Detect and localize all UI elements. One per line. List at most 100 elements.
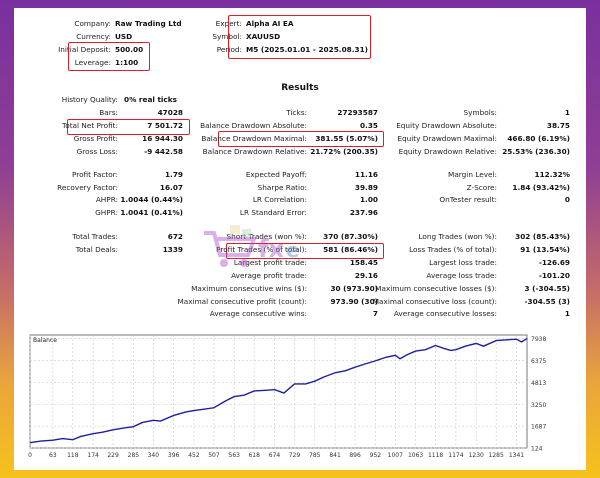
stat-label: OnTester result: — [439, 195, 497, 204]
stat-value: 0 — [564, 195, 570, 204]
x-tick-label: 1118 — [428, 452, 443, 459]
stat-label: Average profit trade: — [231, 271, 307, 280]
stat-value: 21.72% (200.35) — [310, 147, 378, 156]
stat-label: Ticks: — [286, 108, 307, 117]
stat-label: Symbols: — [463, 108, 497, 117]
x-tick-label: 674 — [269, 452, 281, 459]
stat-label: Total Trades: — [72, 232, 118, 241]
header-label: Currency: — [76, 32, 111, 41]
highlight-profit-trades — [226, 243, 384, 259]
y-tick-label: 1687 — [531, 424, 546, 431]
stat-label: Balance Drawdown Maximal: — [201, 134, 307, 143]
x-tick-label: 63 — [49, 452, 57, 459]
header-value: USD — [115, 32, 133, 41]
stat-label: History Quality: — [61, 95, 118, 104]
stat-value: 25.53% (236.30) — [502, 147, 570, 156]
stat-value: 7 501.72 — [147, 121, 183, 130]
stat-value: 16 944.30 — [142, 134, 183, 143]
stat-label: Equity Drawdown Relative: — [398, 147, 497, 156]
stat-label: Maximum consecutive wins ($): — [191, 284, 307, 293]
stat-value: 16.07 — [159, 183, 183, 192]
watermark-logo: fx e — [204, 225, 300, 267]
stat-label: Profit Factor: — [71, 170, 118, 179]
stat-value: -304.55 (3) — [524, 297, 570, 306]
stat-label: Margin Level: — [448, 170, 497, 179]
stat-label: Average consecutive losses: — [393, 309, 497, 318]
header-value: 1:100 — [115, 58, 139, 67]
x-tick-label: 1063 — [408, 452, 423, 459]
x-tick-label: 952 — [370, 452, 382, 459]
header-label: Initial Deposit: — [58, 45, 111, 54]
highlight-total-net-profit — [67, 119, 190, 135]
stat-value: 466.80 (6.19%) — [507, 134, 570, 143]
stat-label: Average loss trade: — [426, 271, 497, 280]
x-tick-label: 1007 — [388, 452, 403, 459]
balance-line — [29, 337, 528, 444]
stat-value: 237.96 — [349, 208, 378, 217]
x-tick-label: 841 — [329, 452, 341, 459]
x-tick-label: 1341 — [509, 452, 524, 459]
x-tick-label: 340 — [148, 452, 160, 459]
stat-label: Recovery Factor: — [57, 183, 118, 192]
x-tick-label: 452 — [188, 452, 200, 459]
stat-value: 30 (973.90) — [330, 284, 378, 293]
stat-value: 973.90 (30) — [330, 297, 378, 306]
stat-value: 1.0041 (0.41%) — [120, 208, 183, 217]
x-tick-label: 729 — [289, 452, 301, 459]
report-card: Company: Raw Trading Ltd Currency: USD Initi… — [14, 8, 586, 470]
x-tick-label: 896 — [349, 452, 361, 459]
stat-label: Z-Score: — [466, 183, 497, 192]
x-tick-label: 174 — [87, 452, 99, 459]
stat-value: 1.84 (93.42%) — [512, 183, 570, 192]
svg-text:e: e — [286, 238, 300, 262]
y-tick-label: 4813 — [531, 380, 546, 387]
header-label: Period: — [216, 45, 242, 54]
stat-value: 27293587 — [337, 108, 378, 117]
stat-value: 381.55 (5.07%) — [315, 134, 378, 143]
stat-label: Gross Profit: — [73, 134, 118, 143]
stat-label: Gross Loss: — [76, 147, 118, 156]
stat-label: Bars: — [99, 108, 118, 117]
header-value: Raw Trading Ltd — [115, 19, 182, 28]
stat-value: 0.35 — [359, 121, 378, 130]
x-tick-label: 396 — [168, 452, 180, 459]
stat-value: 1.79 — [164, 170, 183, 179]
header-value: M5 (2025.01.01 - 2025.08.31) — [246, 45, 368, 54]
stat-value: -101.20 — [538, 271, 570, 280]
x-tick-label: 229 — [107, 452, 119, 459]
stat-label: AHPR: — [95, 195, 118, 204]
stat-value: 29.16 — [354, 271, 378, 280]
stat-value: 112.32% — [534, 170, 570, 179]
stat-value: 38.75 — [546, 121, 570, 130]
stat-value: -9 442.58 — [144, 147, 183, 156]
stat-value: 11.16 — [354, 170, 378, 179]
stat-label: LR Standard Error: — [239, 208, 307, 217]
stat-label: Equity Drawdown Absolute: — [396, 121, 497, 130]
x-tick-label: 563 — [229, 452, 241, 459]
stat-label: Maximal consecutive loss (count): — [372, 297, 497, 306]
y-tick-label: 124 — [531, 446, 543, 453]
stat-label: Equity Drawdown Maximal: — [397, 134, 497, 143]
x-tick-label: 1230 — [469, 452, 484, 459]
stat-value: 302 (85.43%) — [515, 232, 570, 241]
header-value: XAUUSD — [246, 32, 281, 41]
results-title: Results — [281, 83, 319, 93]
header-label: Leverage: — [74, 58, 111, 67]
balance-chart: 124 1687 3250 4813 6375 7938 0 63 118 174 229 285 34… — [28, 334, 546, 459]
svg-text:fx: fx — [258, 235, 284, 263]
highlight-deposit-leverage — [68, 42, 150, 71]
stat-label: Loss Trades (% of total): — [409, 245, 497, 254]
header-value: 500.00 — [115, 45, 144, 54]
highlight-balance-drawdown-maximal — [218, 131, 384, 147]
highlight-expert-info — [228, 15, 371, 59]
stat-label: Short Trades (won %): — [226, 232, 307, 241]
x-tick-label: 1285 — [489, 452, 504, 459]
stat-label: Sharpe Ratio: — [257, 183, 307, 192]
stat-value: 158.45 — [349, 258, 378, 267]
stat-value: 1339 — [162, 245, 183, 254]
stat-label: Largest profit trade: — [233, 258, 307, 267]
stat-label: Balance Drawdown Absolute: — [200, 121, 307, 130]
stat-value: 91 (13.54%) — [520, 245, 570, 254]
x-tick-label: 618 — [248, 452, 260, 459]
x-tick-label: 285 — [128, 452, 140, 459]
